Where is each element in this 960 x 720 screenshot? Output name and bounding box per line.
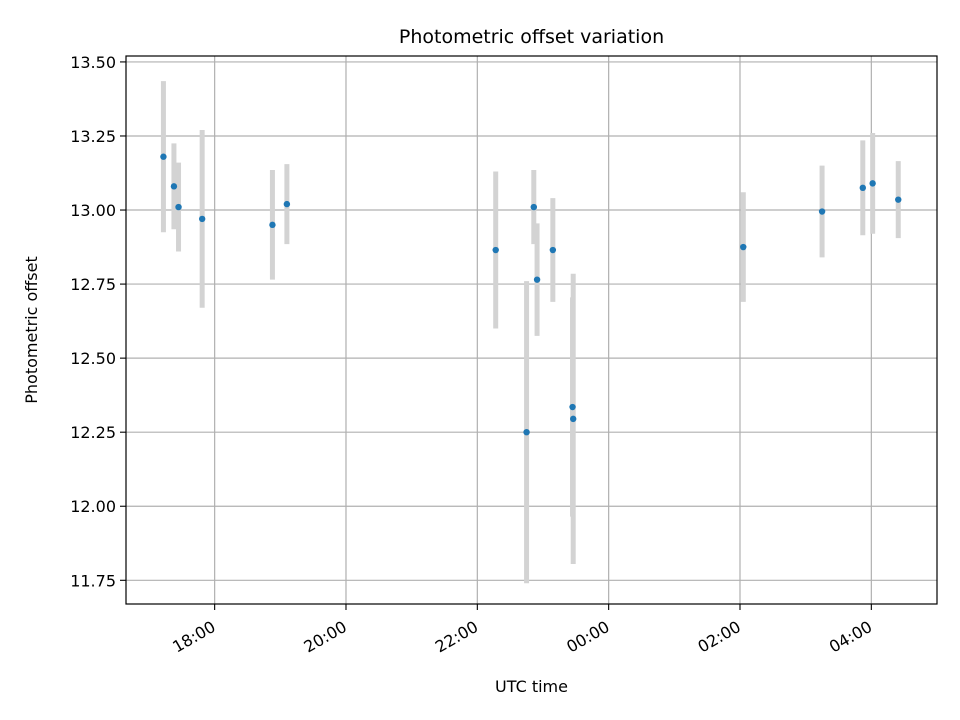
data-point	[740, 243, 747, 251]
data-point	[175, 203, 182, 211]
plot-frame	[125, 55, 938, 605]
data-point	[859, 184, 866, 192]
data-point	[533, 276, 541, 283]
y-tick-label: 12.25	[70, 423, 116, 442]
y-axis-label: Photometric offset	[22, 256, 41, 404]
data-point	[283, 200, 291, 208]
y-tick-label: 13.25	[70, 127, 116, 146]
y-tick-label: 12.50	[70, 349, 116, 368]
data-point	[160, 153, 167, 160]
data-points	[160, 153, 902, 436]
y-tick-label: 11.75	[70, 571, 116, 590]
chart-title: Photometric offset variation	[399, 26, 664, 48]
data-point	[818, 208, 826, 215]
y-axis-ticks: 11.75 12.00 12.25 12.50 12.75 13.00 13.25 13.50	[70, 53, 126, 590]
data-point	[869, 180, 876, 187]
y-tick-label: 12.00	[70, 497, 116, 516]
data-point	[895, 196, 902, 203]
y-tick-label: 12.75	[70, 275, 116, 294]
data-point	[198, 215, 206, 223]
data-point	[569, 403, 576, 411]
data-point	[492, 246, 499, 254]
data-point	[523, 428, 530, 436]
data-point	[170, 183, 178, 190]
y-tick-label: 13.50	[70, 53, 116, 72]
y-tick-label: 13.00	[70, 201, 116, 220]
data-point	[549, 246, 557, 254]
x-axis-label: UTC time	[495, 677, 568, 696]
data-point	[569, 415, 577, 423]
data-point	[530, 203, 537, 211]
data-point	[269, 221, 276, 229]
